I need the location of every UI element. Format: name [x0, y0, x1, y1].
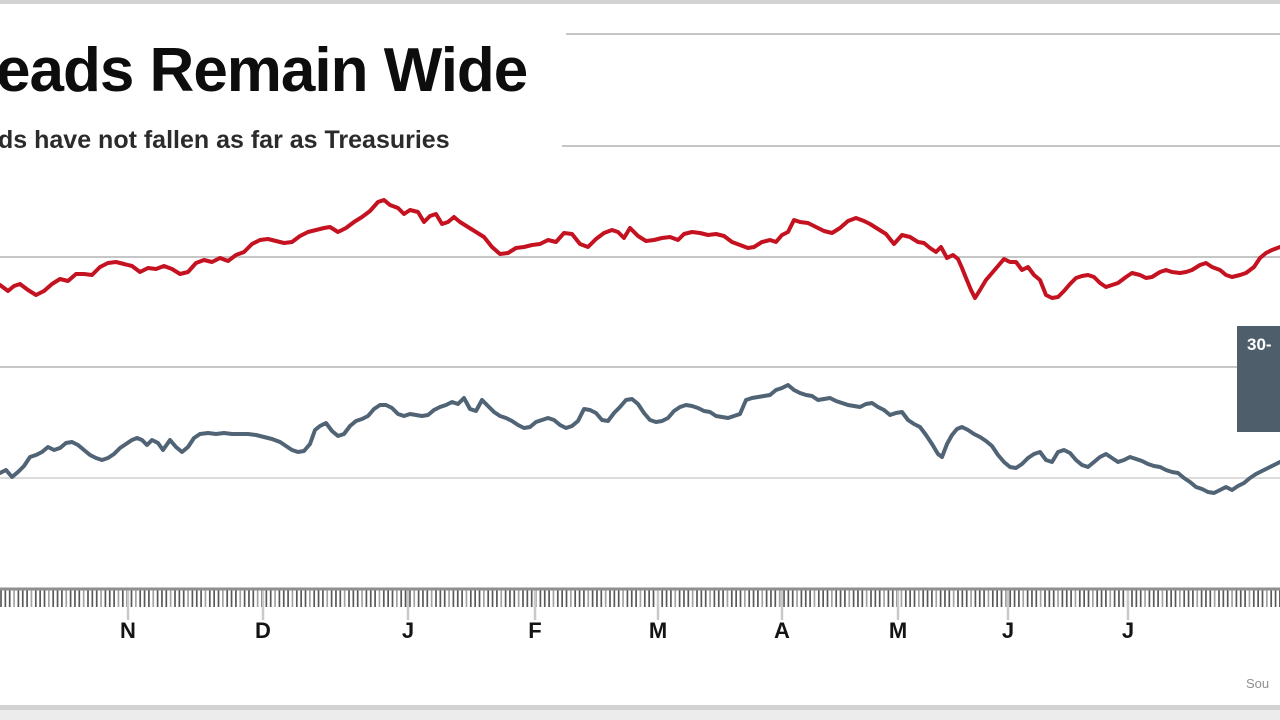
- month-label: N: [120, 618, 136, 643]
- series-annotation-label: 30-: [1247, 335, 1272, 354]
- chart-title: eads Remain Wide: [0, 36, 528, 105]
- footer-area: [0, 710, 1280, 720]
- month-label: J: [1002, 618, 1014, 643]
- red-line-upper: [0, 198, 1280, 300]
- series-annotation-box: 30-: [1237, 326, 1280, 432]
- month-label: A: [774, 618, 790, 643]
- month-label: F: [528, 618, 541, 643]
- chart-subtitle: ds have not fallen as far as Treasuries: [0, 126, 450, 154]
- month-label: M: [649, 618, 667, 643]
- top-border-band: [0, 0, 1280, 4]
- month-label: D: [255, 618, 271, 643]
- footer-divider-band: [0, 705, 1280, 710]
- source-note: Sou: [1246, 676, 1270, 691]
- month-label: J: [402, 618, 414, 643]
- month-label: M: [889, 618, 907, 643]
- month-label: J: [1122, 618, 1134, 643]
- slate-line-lower: [0, 383, 1280, 495]
